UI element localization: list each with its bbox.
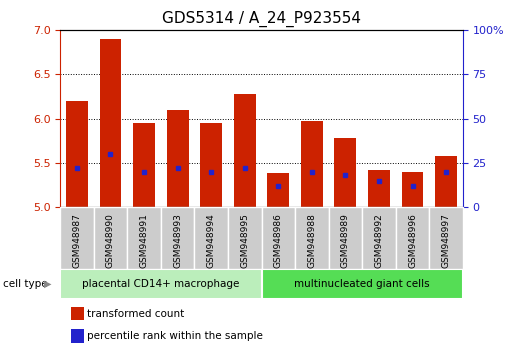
FancyBboxPatch shape — [161, 207, 195, 269]
FancyBboxPatch shape — [127, 207, 161, 269]
FancyBboxPatch shape — [362, 207, 396, 269]
FancyBboxPatch shape — [429, 207, 463, 269]
FancyBboxPatch shape — [94, 207, 127, 269]
Bar — [167, 110, 188, 207]
Bar — [234, 94, 256, 207]
Text: GSM948995: GSM948995 — [240, 213, 249, 268]
Bar — [99, 39, 121, 207]
Text: multinucleated giant cells: multinucleated giant cells — [294, 279, 430, 289]
Bar — [133, 123, 155, 207]
Text: ▶: ▶ — [44, 279, 52, 289]
FancyBboxPatch shape — [60, 269, 262, 299]
Text: GSM948987: GSM948987 — [72, 213, 82, 268]
Text: GSM948997: GSM948997 — [441, 213, 451, 268]
Text: transformed count: transformed count — [87, 309, 185, 319]
FancyBboxPatch shape — [328, 207, 362, 269]
Bar — [435, 156, 457, 207]
Text: GSM948990: GSM948990 — [106, 213, 115, 268]
Bar — [368, 170, 390, 207]
Text: GSM948993: GSM948993 — [173, 213, 182, 268]
Text: GSM948989: GSM948989 — [341, 213, 350, 268]
FancyBboxPatch shape — [295, 207, 328, 269]
FancyBboxPatch shape — [262, 269, 463, 299]
FancyBboxPatch shape — [228, 207, 262, 269]
Text: GSM948992: GSM948992 — [374, 213, 383, 268]
Text: placental CD14+ macrophage: placental CD14+ macrophage — [82, 279, 240, 289]
Bar — [301, 121, 323, 207]
Bar — [66, 101, 88, 207]
Text: GSM948986: GSM948986 — [274, 213, 283, 268]
Text: GSM948994: GSM948994 — [207, 213, 215, 268]
Text: GSM948991: GSM948991 — [140, 213, 149, 268]
Bar — [200, 123, 222, 207]
Title: GDS5314 / A_24_P923554: GDS5314 / A_24_P923554 — [162, 11, 361, 27]
FancyBboxPatch shape — [60, 207, 94, 269]
Bar — [267, 173, 289, 207]
Text: GSM948988: GSM948988 — [308, 213, 316, 268]
FancyBboxPatch shape — [195, 207, 228, 269]
FancyBboxPatch shape — [262, 207, 295, 269]
Bar — [335, 138, 356, 207]
Text: GSM948996: GSM948996 — [408, 213, 417, 268]
Text: cell type: cell type — [3, 279, 47, 289]
Bar — [402, 172, 424, 207]
FancyBboxPatch shape — [396, 207, 429, 269]
Text: percentile rank within the sample: percentile rank within the sample — [87, 331, 263, 341]
